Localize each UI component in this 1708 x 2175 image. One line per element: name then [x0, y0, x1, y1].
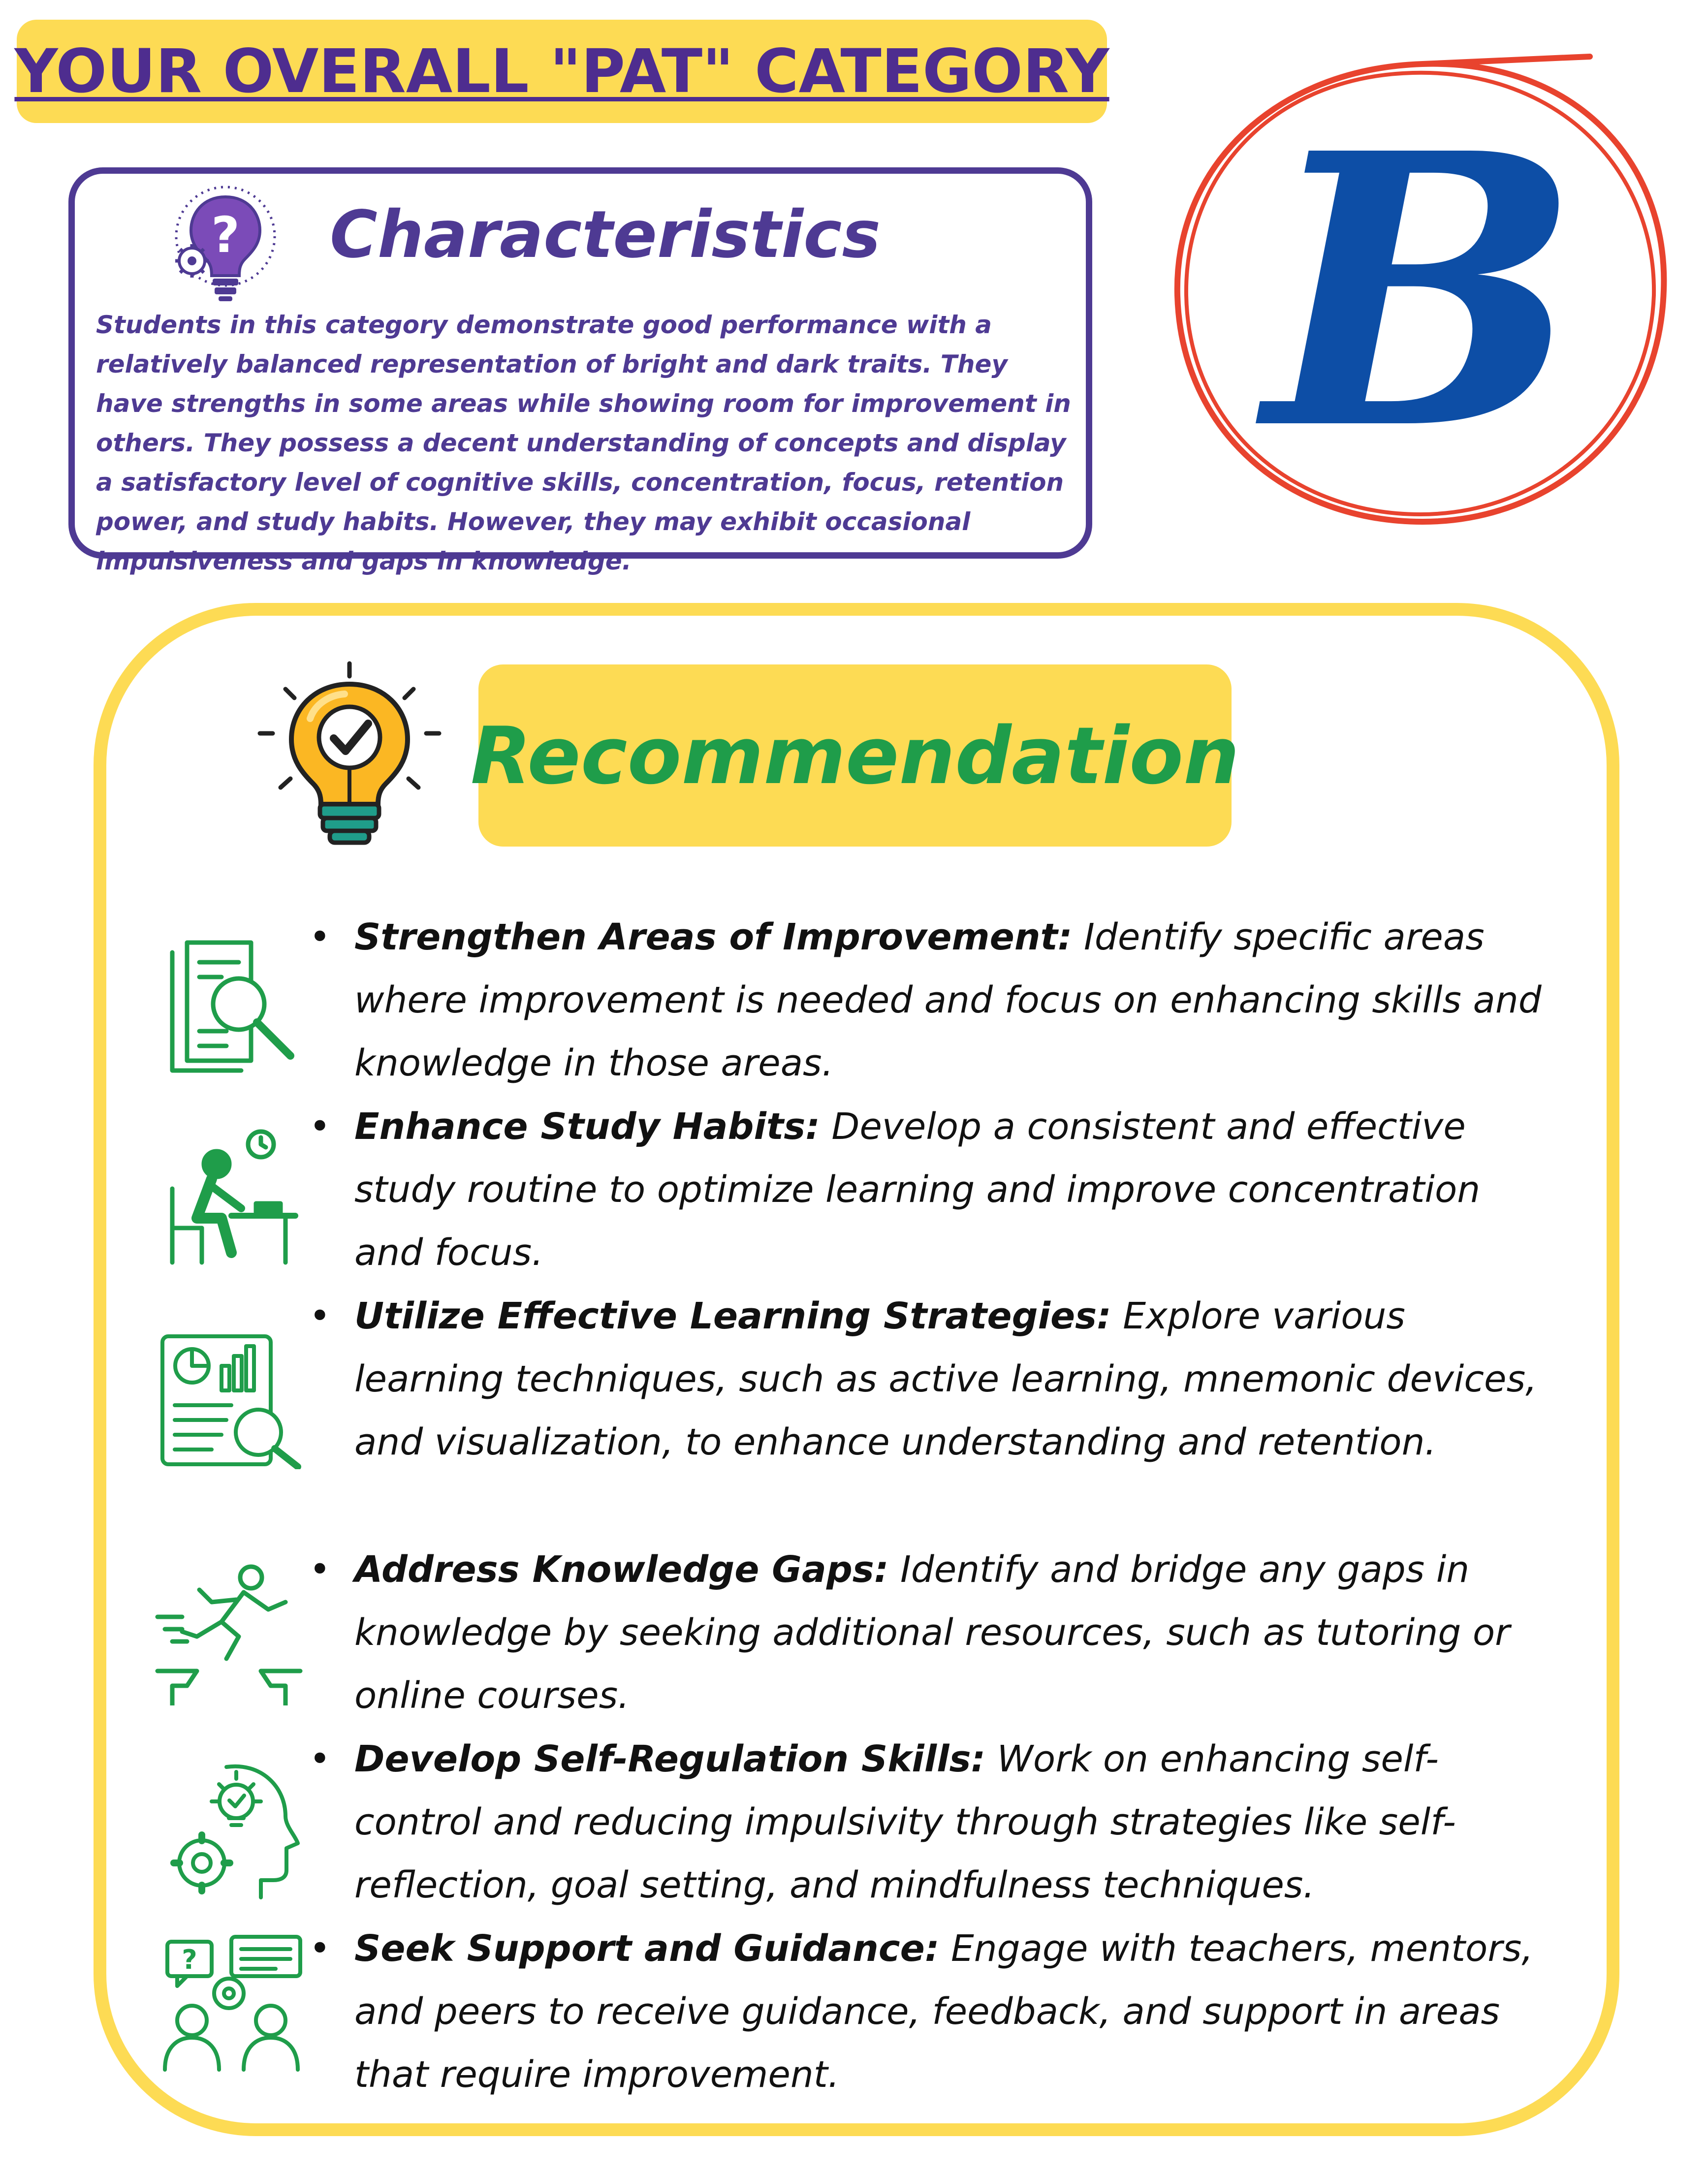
bullet: •: [309, 1927, 331, 1970]
recommendation-item-study-habits: • Enhance Study Habits: Develop a consist…: [309, 1095, 1550, 1284]
svg-text:?: ?: [182, 1944, 197, 1975]
student-at-desk-clock-icon: [170, 1129, 298, 1265]
lightbulb-checkmark-icon: [257, 661, 442, 845]
lightbulb-question-gear-icon: ?: [175, 186, 276, 301]
page-title: YOUR OVERALL "PAT" CATEGORY: [14, 36, 1109, 106]
item-text: Engage with teachers, mentors, and peers…: [354, 1927, 1533, 2096]
grade-circle: [1174, 54, 1667, 525]
item-title: Develop Self-Regulation Skills:: [354, 1738, 986, 1780]
svg-text:?: ?: [211, 206, 240, 264]
grade-badge: B: [1174, 54, 1667, 525]
document-magnifier-icon: [170, 940, 294, 1073]
grade-letter: B: [1253, 72, 1581, 512]
characteristics-description: Students in this category demonstrate go…: [96, 311, 1071, 575]
recommendation-item-self-regulation: • Develop Self-Regulation Skills: Work on…: [309, 1728, 1550, 1917]
item-text: Work on enhancing self-control and reduc…: [354, 1738, 1456, 1906]
head-lightbulb-gear-icon: [170, 1764, 300, 1899]
recommendation-header: Recommendation: [471, 664, 1239, 847]
bullet: •: [309, 1105, 331, 1148]
item-title: Enhance Study Habits:: [354, 1105, 820, 1148]
recommendation-panel: [94, 603, 1619, 2136]
recommendation-item-learning-strategies: • Utilize Effective Learning Strategies: …: [309, 1285, 1550, 1474]
item-title: Address Knowledge Gaps:: [354, 1548, 889, 1591]
item-text: Identify and bridge any gaps in knowledg…: [354, 1548, 1510, 1717]
people-chat-gear-icon: ?: [163, 1935, 302, 2072]
recommendation-item-strengthen-areas: • Strengthen Areas of Improvement: Identi…: [309, 906, 1550, 1095]
characteristics-title: Characteristics: [330, 197, 881, 273]
recommendation-item-knowledge-gaps: • Address Knowledge Gaps: Identify and br…: [309, 1538, 1550, 1727]
bullet: •: [309, 1738, 331, 1780]
item-title: Utilize Effective Learning Strategies:: [354, 1295, 1111, 1337]
item-title: Seek Support and Guidance:: [354, 1927, 940, 1970]
bullet: •: [309, 1295, 331, 1337]
recommendation-item-support-guidance: • Seek Support and Guidance: Engage with …: [309, 1917, 1550, 2106]
item-text: Explore various learning techniques, suc…: [354, 1295, 1537, 1463]
item-text: Develop a consistent and effective study…: [354, 1105, 1481, 1274]
header-banner: [17, 20, 1107, 123]
item-text: Identify specific areas where improvemen…: [354, 916, 1542, 1084]
bullet: •: [309, 916, 331, 958]
item-title: Strengthen Areas of Improvement:: [354, 916, 1073, 958]
bullet: •: [309, 1548, 331, 1591]
person-jumping-gap-icon: [155, 1564, 303, 1705]
recommendation-title: Recommendation: [470, 709, 1240, 802]
report-chart-magnifier-icon: [160, 1334, 301, 1469]
